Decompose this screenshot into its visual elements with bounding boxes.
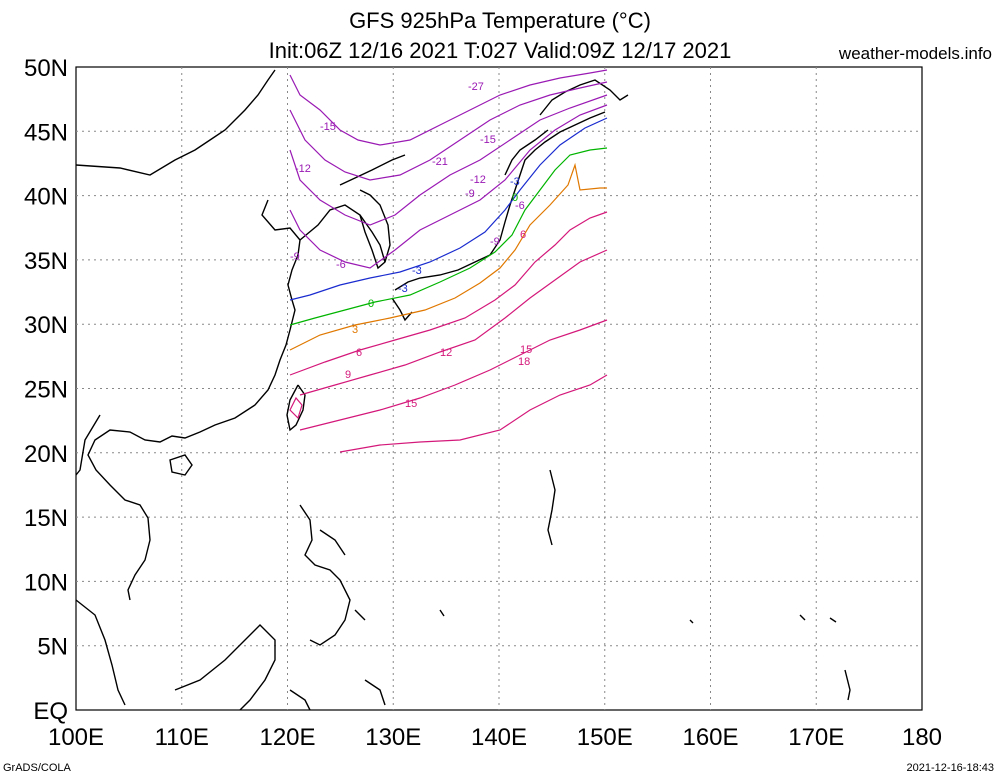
lat-tick-label: 30N: [24, 312, 68, 339]
lat-tick-label: 10N: [24, 569, 68, 596]
lon-tick-label: 100E: [48, 724, 104, 751]
contour-label: -9: [465, 188, 475, 200]
lat-tick-label: 45N: [24, 119, 68, 146]
contour-label: 15: [405, 398, 417, 410]
contour-label: -12: [295, 163, 311, 175]
chart-title: GFS 925hPa Temperature (°C): [349, 8, 651, 33]
lat-tick-label: 40N: [24, 184, 68, 211]
contour-label: 3: [352, 324, 358, 336]
contour-label: -3: [398, 283, 408, 295]
lat-tick-label: 15N: [24, 505, 68, 532]
grid: [76, 67, 922, 710]
lon-tick-label: 180: [902, 724, 942, 751]
contour-label: 12: [440, 347, 452, 359]
lon-tick-label: 110E: [155, 724, 209, 751]
lat-tick-label: 20N: [24, 441, 68, 468]
site-credit: weather-models.info: [838, 44, 992, 63]
contour-label: -15: [480, 134, 496, 146]
lat-tick-label: 50N: [24, 55, 68, 82]
generated-timestamp: 2021-12-16-18:43: [906, 762, 994, 774]
coastlines: [75, 69, 851, 711]
contour-label: 6: [356, 347, 362, 359]
temperature-contours: [289, 69, 608, 453]
lat-tick-label: 5N: [37, 634, 68, 661]
contour-label: -6: [336, 259, 346, 271]
contour-label: -9: [490, 236, 500, 248]
contour-label: 0: [368, 298, 374, 310]
lon-tick-label: 150E: [577, 724, 633, 751]
longitude-axis: 100E 110E 120E 130E 140E 150E 160E 170E 180: [48, 724, 942, 751]
contour-label: -12: [470, 174, 486, 186]
lon-tick-label: 130E: [365, 724, 421, 751]
lon-tick-label: 170E: [788, 724, 844, 751]
lat-tick-label: 25N: [24, 377, 68, 404]
contour-label: 6: [520, 229, 526, 241]
software-credit: GrADS/COLA: [3, 762, 71, 774]
contour-label: -6: [515, 200, 525, 212]
contour-label: -15: [320, 121, 336, 133]
lon-tick-label: 140E: [471, 724, 527, 751]
contour-label: 9: [345, 369, 351, 381]
contour-label: -9: [290, 251, 300, 263]
contour-label: -3: [412, 265, 422, 277]
contour-label: 18: [518, 356, 530, 368]
latitude-axis: EQ 5N 10N 15N 20N 25N 30N 35N 40N 45N 50N: [24, 55, 68, 725]
contour-label: 15: [520, 344, 532, 356]
contour-labels: -27-21-15-15-12-12-9-9-9-6-6-3-3-3003669…: [290, 81, 532, 410]
chart-subtitle: Init:06Z 12/16 2021 T:027 Valid:09Z 12/1…: [268, 38, 732, 63]
lon-tick-label: 160E: [682, 724, 738, 751]
contour-label: -3: [510, 176, 520, 188]
lon-tick-label: 120E: [259, 724, 315, 751]
lat-tick-label: EQ: [33, 698, 68, 725]
contour-label: -21: [432, 156, 448, 168]
lat-tick-label: 35N: [24, 248, 68, 275]
contour-label: -27: [468, 81, 484, 93]
contour-label: 0: [512, 192, 518, 204]
